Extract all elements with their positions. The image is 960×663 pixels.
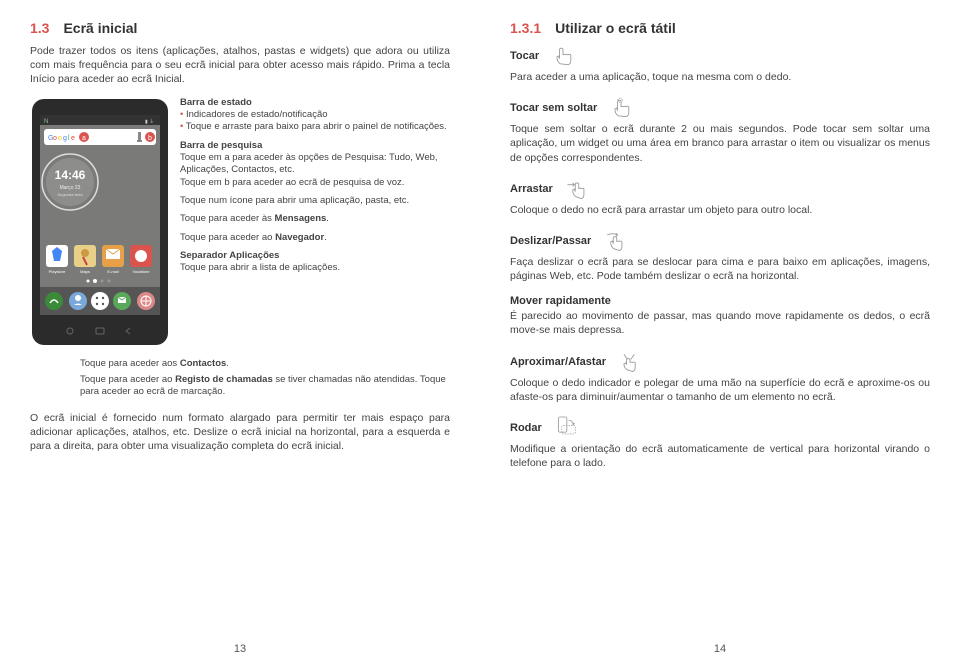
hand-swipe-icon (601, 229, 629, 253)
page-right: 1.3.1 Utilizar o ecrã tátil Tocar Para ac… (480, 0, 960, 663)
ann-barra-estado: Barra de estado • Indicadores de estado/… (180, 97, 450, 134)
ann-text: Toque em a para aceder às opções de Pesq… (180, 152, 438, 175)
g-body-text: Modifique a orientação do ecrã automatic… (510, 442, 930, 470)
section-title: Ecrã inicial (63, 20, 137, 36)
gesture-tocar: Tocar Para aceder a uma aplicação, toque… (510, 44, 930, 84)
below-contactos: Toque para aceder aos Contactos. (80, 358, 450, 370)
ann-title: Barra de estado (180, 97, 252, 108)
ann-mensagens: Toque para aceder às Mensagens. (180, 213, 450, 225)
phone-mock: N ▮ ⏚ Google a b 14:46 Março 23 Segunda-… (30, 97, 170, 350)
svg-text:E-mail: E-mail (107, 269, 118, 274)
hand-hold-icon (607, 96, 635, 120)
g-body-text: Faça deslizar o ecrã para se deslocar pa… (510, 255, 930, 283)
section-num: 1.3 (30, 20, 49, 36)
svg-text:a: a (82, 135, 86, 142)
g-title-text: Tocar sem soltar (510, 102, 597, 114)
intro-text: Pode trazer todos os itens (aplicações, … (30, 44, 450, 87)
below-registo: Toque para aceder ao Registo de chamadas… (80, 374, 450, 399)
svg-text:14:46: 14:46 (55, 168, 86, 182)
section-heading-left: 1.3 Ecrã inicial (30, 20, 450, 36)
ann-text: Toque para abrir a lista de aplicações. (180, 262, 340, 273)
ann-title: Barra de pesquisa (180, 140, 262, 151)
phone-block: N ▮ ⏚ Google a b 14:46 Março 23 Segunda-… (30, 97, 450, 350)
g-body-text: Coloque o dedo indicador e polegar de um… (510, 376, 930, 404)
gesture-aproximar: Aproximar/Afastar Coloque o dedo indicad… (510, 350, 930, 404)
svg-text:Playstore: Playstore (49, 269, 66, 274)
page-num-right: 14 (714, 643, 726, 655)
page-left: 1.3 Ecrã inicial Pode trazer todos os ite… (0, 0, 480, 663)
ann-title: Separador Aplicações (180, 250, 279, 261)
g-title-text: Deslizar/Passar (510, 235, 591, 247)
hand-drag-icon (563, 177, 591, 201)
section-title: Utilizar o ecrã tátil (555, 20, 676, 36)
svg-text:o: o (53, 135, 57, 142)
outro-text: O ecrã inicial é fornecido num formato a… (30, 411, 450, 454)
hand-tap-icon (549, 44, 577, 68)
phone-rotate-icon (552, 416, 580, 440)
svg-text:Março 23: Março 23 (60, 185, 81, 191)
svg-text:g: g (63, 135, 67, 142)
ann-separador: Separador Aplicações Toque para abrir a … (180, 250, 450, 275)
g-body-text: Coloque o dedo no ecrã para arrastar um … (510, 203, 930, 217)
gesture-mover-rapido: Mover rapidamente É parecido ao moviment… (510, 295, 930, 337)
ann-text: Toque e arraste para baixo para abrir o … (186, 121, 447, 132)
g-title-text: Tocar (510, 50, 539, 62)
ann-icone: Toque num ícone para abrir uma aplicação… (180, 195, 450, 207)
page-num-left: 13 (234, 643, 246, 655)
gesture-rodar: Rodar Modifique a orientação do ecrã aut… (510, 416, 930, 470)
svg-text:N: N (44, 119, 48, 125)
section-num: 1.3.1 (510, 20, 541, 36)
g-body-text: Para aceder a uma aplicação, toque na me… (510, 70, 930, 84)
svg-text:▮ ⏚: ▮ ⏚ (145, 118, 154, 125)
g-title-text: Arrastar (510, 183, 553, 195)
ann-barra-pesquisa: Barra de pesquisa Toque em a para aceder… (180, 140, 450, 189)
svg-text:Maps: Maps (80, 269, 90, 274)
hand-pinch-icon (616, 350, 644, 374)
annotation-column: Barra de estado • Indicadores de estado/… (180, 97, 450, 350)
ann-text: Toque em b para aceder ao ecrã de pesqui… (180, 177, 404, 188)
svg-text:Segunda-feira: Segunda-feira (57, 192, 83, 197)
g-title-text: Mover rapidamente (510, 295, 611, 307)
section-heading-right: 1.3.1 Utilizar o ecrã tátil (510, 20, 930, 36)
gesture-deslizar: Deslizar/Passar Faça deslizar o ecrã par… (510, 229, 930, 283)
gesture-tocar-sem-soltar: Tocar sem soltar Toque sem soltar o ecrã… (510, 96, 930, 165)
ann-text: Indicadores de estado/notificação (186, 109, 328, 120)
svg-text:o: o (58, 135, 62, 142)
svg-text:Vodafone: Vodafone (133, 269, 151, 274)
phone-svg: N ▮ ⏚ Google a b 14:46 Março 23 Segunda-… (30, 97, 170, 347)
svg-text:b: b (148, 135, 152, 142)
g-body-text: É parecido ao movimento de passar, mas q… (510, 309, 930, 337)
g-body-text: Toque sem soltar o ecrã durante 2 ou mai… (510, 122, 930, 165)
g-title-text: Rodar (510, 422, 542, 434)
gesture-arrastar: Arrastar Coloque o dedo no ecrã para arr… (510, 177, 930, 217)
g-title-text: Aproximar/Afastar (510, 356, 606, 368)
svg-text:e: e (71, 135, 75, 142)
ann-navegador: Toque para aceder ao Navegador. (180, 232, 450, 244)
